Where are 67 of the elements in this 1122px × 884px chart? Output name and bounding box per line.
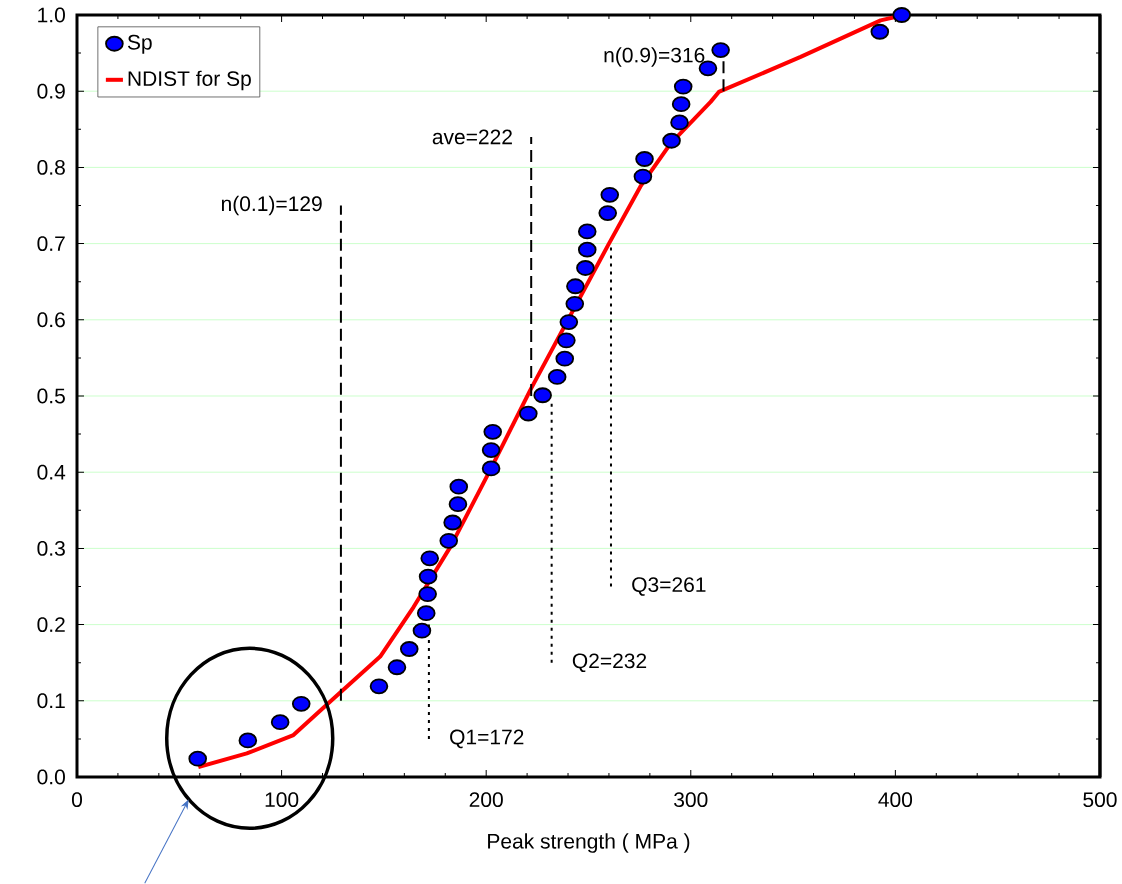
x-tick-label: 200 [469,792,503,808]
y-tick-label: 0.8 [37,159,65,175]
point [399,641,419,657]
legend-label: Sp [127,34,152,54]
y-tick-label: 0.9 [37,83,65,99]
point [369,678,389,695]
point [443,514,462,531]
point [448,496,468,513]
annotation: n(0.1)=129 [221,195,322,216]
y-tick-label: 0.3 [37,540,65,556]
y-tick-label: 0.5 [37,388,65,404]
point [671,96,691,113]
point [662,132,681,149]
y-tick-label: 0.2 [37,617,65,633]
y-tick-label: 0.1 [37,693,65,709]
x-tick-label: 300 [674,792,708,808]
point [559,314,579,330]
point [892,7,912,23]
point [483,423,503,440]
y-tick-label: 0.4 [37,464,66,480]
point [439,532,459,549]
point [519,405,538,422]
y-tick-label: 0.0 [37,769,65,785]
point [449,478,469,495]
x-axis-title: Peak strength ( MPa ) [488,833,690,853]
point [600,186,620,203]
annotation: Q3=261 [632,577,706,596]
x-tick-label: 400 [878,792,913,808]
point [188,750,208,767]
x-tick-label: 0 [71,792,83,808]
point [870,23,890,40]
annotation: ave=222 [432,129,512,145]
point [633,168,653,185]
legend-label: NDIST for Sp [128,70,251,91]
x-tick-label: 100 [265,792,299,808]
point [711,42,730,58]
point [555,350,575,367]
point [577,241,597,258]
point [577,223,597,240]
point [238,732,258,749]
annotation: n(0.9)=316 [604,47,705,67]
point [416,605,436,622]
point [418,586,437,603]
point [547,369,567,385]
point [576,260,595,276]
point [412,622,432,639]
point [270,714,290,731]
point [673,78,693,95]
point [598,205,618,222]
x-tick-label: 500 [1083,792,1117,808]
y-tick-label: 0.6 [37,312,65,328]
y-tick-label: 0.7 [37,236,65,252]
point [557,332,576,349]
point [481,460,501,477]
point [635,151,654,167]
point [670,114,689,131]
y-tick-label: 1.0 [38,7,65,23]
point [481,442,501,458]
annotation: Q2=232 [572,653,647,673]
point [418,568,438,585]
point [566,278,585,295]
annotation: Q1=172 [450,729,524,749]
point [565,295,585,312]
point [420,550,440,567]
point [387,659,407,676]
point [291,695,311,712]
point [533,387,552,404]
